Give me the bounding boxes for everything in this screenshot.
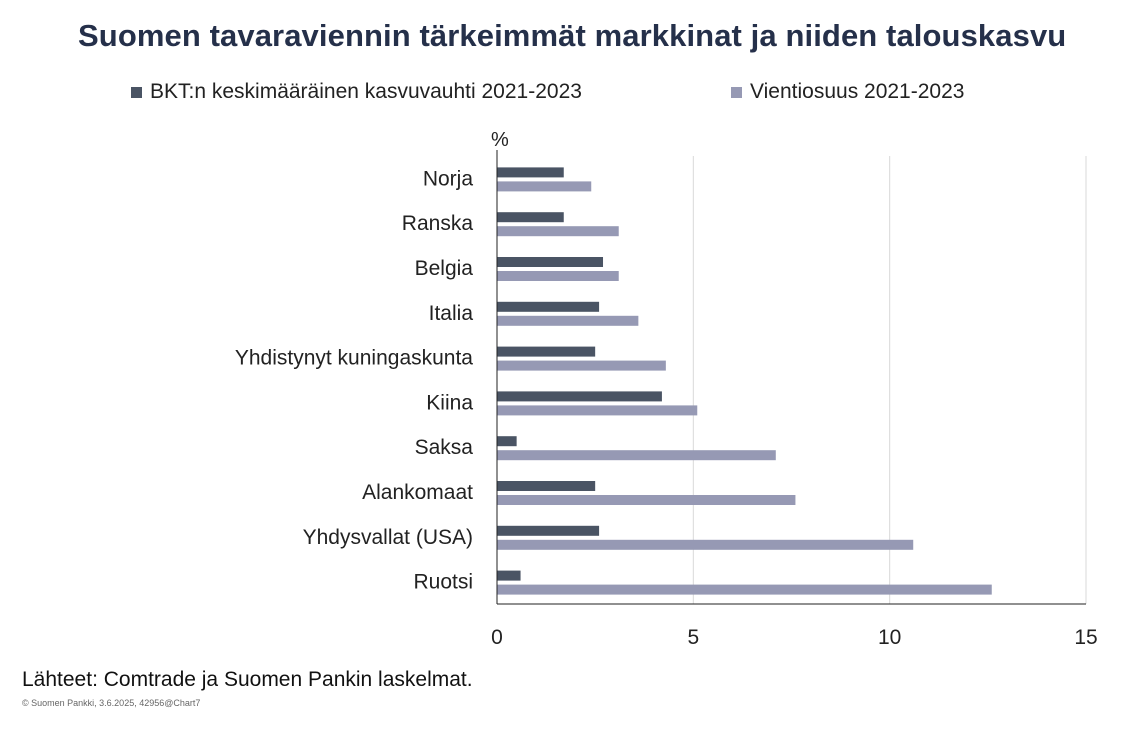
chart-title: Suomen tavaraviennin tärkeimmät markkina… bbox=[78, 18, 1067, 53]
unit-label: % bbox=[491, 129, 509, 151]
category-label-7: Alankomaat bbox=[362, 481, 473, 504]
category-label-8: Yhdysvallat (USA) bbox=[303, 526, 473, 549]
category-label-3: Italia bbox=[429, 302, 474, 325]
bar-export-share-6 bbox=[497, 450, 776, 461]
category-label-1: Ranska bbox=[402, 212, 474, 235]
x-tick-label-0: 0 bbox=[491, 626, 503, 649]
bar-gdp-growth-7 bbox=[497, 481, 596, 491]
bar-gdp-growth-0 bbox=[497, 167, 564, 178]
bar-gdp-growth-9 bbox=[497, 570, 521, 581]
bar-gdp-growth-3 bbox=[497, 301, 600, 312]
bar-export-share-1 bbox=[497, 226, 619, 237]
category-label-6: Saksa bbox=[415, 436, 474, 459]
bar-export-share-2 bbox=[497, 271, 619, 281]
bar-gdp-growth-5 bbox=[497, 391, 662, 402]
bar-gdp-growth-1 bbox=[497, 212, 564, 223]
bar-export-share-7 bbox=[497, 495, 796, 505]
category-label-4: Yhdistynyt kuningaskunta bbox=[235, 347, 473, 370]
legend-label-export-share: Vientiosuus 2021-2023 bbox=[750, 80, 965, 103]
legend-item-gdp-growth: BKT:n keskimääräinen kasvuvauhti 2021-20… bbox=[131, 80, 582, 104]
legend-item-export-share: Vientiosuus 2021-2023 bbox=[731, 80, 964, 104]
bar-export-share-5 bbox=[497, 405, 698, 416]
category-label-0: Norja bbox=[423, 167, 474, 190]
source-note: Lähteet: Comtrade ja Suomen Pankin laske… bbox=[22, 668, 473, 691]
x-tick-label-2: 10 bbox=[878, 626, 901, 649]
x-tick-label-3: 15 bbox=[1074, 626, 1097, 649]
bar-gdp-growth-6 bbox=[497, 436, 517, 447]
bar-gdp-growth-8 bbox=[497, 525, 600, 536]
legend-swatch-export-share bbox=[731, 86, 742, 98]
bar-gdp-growth-4 bbox=[497, 346, 596, 357]
x-tick-label-1: 5 bbox=[687, 626, 699, 649]
bar-export-share-3 bbox=[497, 315, 639, 326]
category-label-2: Belgia bbox=[415, 257, 474, 280]
copyright-note: © Suomen Pankki, 3.6.2025, 42956@Chart7 bbox=[22, 698, 201, 708]
category-label-5: Kiina bbox=[426, 391, 473, 414]
bar-export-share-0 bbox=[497, 181, 592, 192]
legend-swatch-gdp-growth bbox=[131, 86, 142, 98]
bar-export-share-9 bbox=[497, 584, 992, 595]
bar-export-share-8 bbox=[497, 539, 914, 550]
legend-label-gdp-growth: BKT:n keskimääräinen kasvuvauhti 2021-20… bbox=[150, 80, 582, 103]
category-label-9: Ruotsi bbox=[413, 571, 473, 594]
bar-export-share-4 bbox=[497, 360, 666, 371]
bar-gdp-growth-2 bbox=[497, 257, 604, 267]
